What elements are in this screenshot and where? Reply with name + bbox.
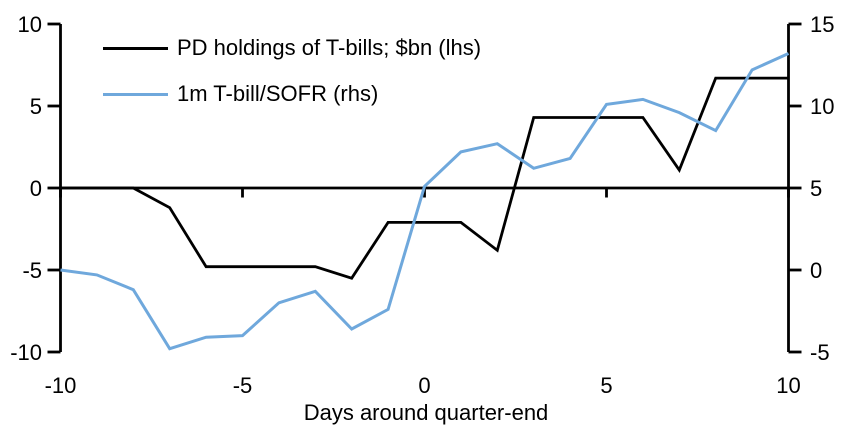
x-axis-tick-label: 5 bbox=[600, 373, 612, 398]
right-axis-tick-label: 15 bbox=[810, 12, 834, 37]
right-axis-tick-label: 0 bbox=[810, 258, 822, 283]
left-axis-tick-label: -5 bbox=[22, 258, 42, 283]
x-axis-tick-label: 10 bbox=[776, 373, 800, 398]
x-axis-tick-label: -5 bbox=[233, 373, 253, 398]
right-axis-tick-label: 10 bbox=[810, 94, 834, 119]
legend-line-sample-black bbox=[103, 46, 168, 50]
x-axis-title: Days around quarter-end bbox=[303, 400, 549, 425]
series-line-tbill-sofr bbox=[60, 52, 790, 351]
legend-item-tbill-sofr: 1m T-bill/SOFR (rhs) bbox=[103, 83, 481, 105]
left-axis-tick-label: -10 bbox=[10, 340, 42, 365]
legend-item-pd-holdings: PD holdings of T-bills; $bn (lhs) bbox=[103, 37, 481, 59]
left-axis-tick-label: 5 bbox=[30, 94, 42, 119]
left-axis-tick-label: 10 bbox=[18, 12, 42, 37]
right-axis-tick-label: -5 bbox=[810, 340, 830, 365]
x-axis-tick-label: 0 bbox=[418, 373, 430, 398]
legend-label-pd-holdings: PD holdings of T-bills; $bn (lhs) bbox=[177, 35, 482, 60]
left-axis-tick-label: 0 bbox=[30, 176, 42, 201]
series-line-pd-holdings bbox=[60, 76, 789, 280]
legend: PD holdings of T-bills; $bn (lhs) 1m T-b… bbox=[103, 37, 481, 105]
right-axis-tick-label: 5 bbox=[810, 176, 822, 201]
legend-label-tbill-sofr: 1m T-bill/SOFR (rhs) bbox=[177, 81, 379, 106]
x-axis-tick-label: -10 bbox=[45, 373, 77, 398]
legend-line-sample-blue bbox=[103, 92, 168, 96]
